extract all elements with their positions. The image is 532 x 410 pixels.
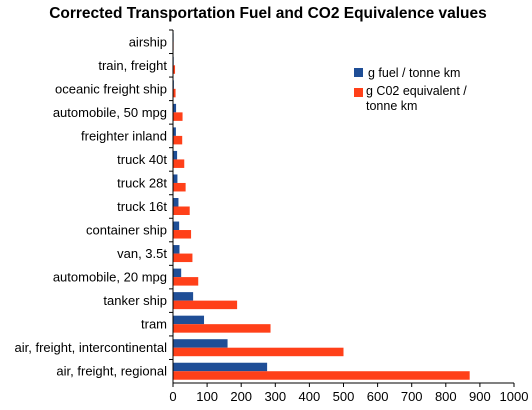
bar-fuel-tanker-ship bbox=[173, 292, 194, 301]
legend-label-fuel: g fuel / tonne km bbox=[368, 66, 460, 80]
bar-fuel-automobile-50-mpg bbox=[173, 103, 177, 113]
bar-co2-tram bbox=[173, 324, 271, 333]
legend-label-co2-wrap: g C02 equivalent / tonne km bbox=[366, 84, 467, 113]
bar-co2-oceanic-freight-ship bbox=[173, 88, 176, 98]
bars-layer bbox=[173, 33, 470, 380]
category-label-oceanic-freight-ship: oceanic freight ship bbox=[55, 81, 167, 96]
category-label-truck-40t: truck 40t bbox=[117, 152, 167, 167]
bar-co2-automobile-50-mpg bbox=[173, 112, 183, 121]
x-tick-label-500: 500 bbox=[333, 389, 355, 404]
category-label-airship: airship bbox=[129, 34, 167, 49]
bar-co2-air-freight-regional bbox=[173, 371, 470, 380]
x-tick-label-100: 100 bbox=[196, 389, 218, 404]
legend-label-co2: g C02 equivalent / tonne km bbox=[366, 84, 467, 113]
bar-fuel-freighter-inland bbox=[173, 127, 176, 136]
x-tick-label-700: 700 bbox=[401, 389, 423, 404]
bar-co2-tanker-ship bbox=[173, 300, 238, 310]
bar-fuel-container-ship bbox=[173, 221, 180, 231]
bar-co2-container-ship bbox=[173, 230, 192, 239]
x-tick-label-300: 300 bbox=[264, 389, 286, 404]
x-tick-label-800: 800 bbox=[435, 389, 457, 404]
x-tick-label-1000: 1000 bbox=[500, 389, 529, 404]
category-label-freighter-inland: freighter inland bbox=[81, 128, 167, 143]
x-tick-label-400: 400 bbox=[299, 389, 321, 404]
bar-fuel-van-3-5t bbox=[173, 245, 180, 254]
x-tick-label-200: 200 bbox=[230, 389, 252, 404]
bar-fuel-truck-40t bbox=[173, 150, 178, 160]
legend-swatch-co2 bbox=[354, 88, 363, 97]
category-label-tanker-ship: tanker ship bbox=[103, 293, 167, 308]
bar-fuel-air-freight-intercontinental bbox=[173, 339, 228, 348]
x-tick-label-900: 900 bbox=[469, 389, 491, 404]
x-tick-label-0: 0 bbox=[169, 389, 176, 404]
category-label-truck-16t: truck 16t bbox=[117, 199, 167, 214]
axis-layer: airship train, freight oceanic freight shi… bbox=[15, 29, 529, 404]
category-label-air-freight-regional: air, freight, regional bbox=[56, 364, 167, 379]
legend-swatch-fuel bbox=[354, 68, 363, 77]
bar-co2-freighter-inland bbox=[173, 135, 183, 145]
category-label-container-ship: container ship bbox=[86, 223, 167, 238]
category-label-automobile-50-mpg: automobile, 50 mpg bbox=[53, 105, 167, 120]
bar-co2-truck-28t bbox=[173, 182, 186, 192]
bar-co2-air-freight-intercontinental bbox=[173, 347, 344, 357]
bar-co2-truck-16t bbox=[173, 206, 190, 215]
bar-fuel-automobile-20-mpg bbox=[173, 268, 182, 278]
bar-fuel-truck-16t bbox=[173, 198, 179, 207]
category-label-van-3-5t: van, 3.5t bbox=[117, 246, 167, 261]
bar-co2-van-3-5t bbox=[173, 253, 193, 263]
category-label-automobile-20-mpg: automobile, 20 mpg bbox=[53, 270, 167, 285]
bar-fuel-tram bbox=[173, 315, 205, 325]
chart-title: Corrected Transportation Fuel and CO2 Eq… bbox=[49, 5, 487, 22]
bar-co2-automobile-20-mpg bbox=[173, 277, 199, 286]
legend-box bbox=[348, 62, 498, 120]
x-tick-label-600: 600 bbox=[367, 389, 389, 404]
category-label-train-freight: train, freight bbox=[98, 58, 167, 73]
bar-fuel-truck-28t bbox=[173, 174, 178, 183]
legend: g fuel / tonne km g C02 equivalent / ton… bbox=[348, 62, 498, 120]
bar-co2-train-freight bbox=[173, 65, 176, 74]
bar-fuel-air-freight-regional bbox=[173, 362, 268, 372]
category-label-air-freight-intercontinental: air, freight, intercontinental bbox=[15, 340, 168, 355]
category-label-truck-28t: truck 28t bbox=[117, 175, 167, 190]
category-label-tram: tram bbox=[141, 317, 167, 332]
bar-co2-truck-40t bbox=[173, 159, 185, 168]
